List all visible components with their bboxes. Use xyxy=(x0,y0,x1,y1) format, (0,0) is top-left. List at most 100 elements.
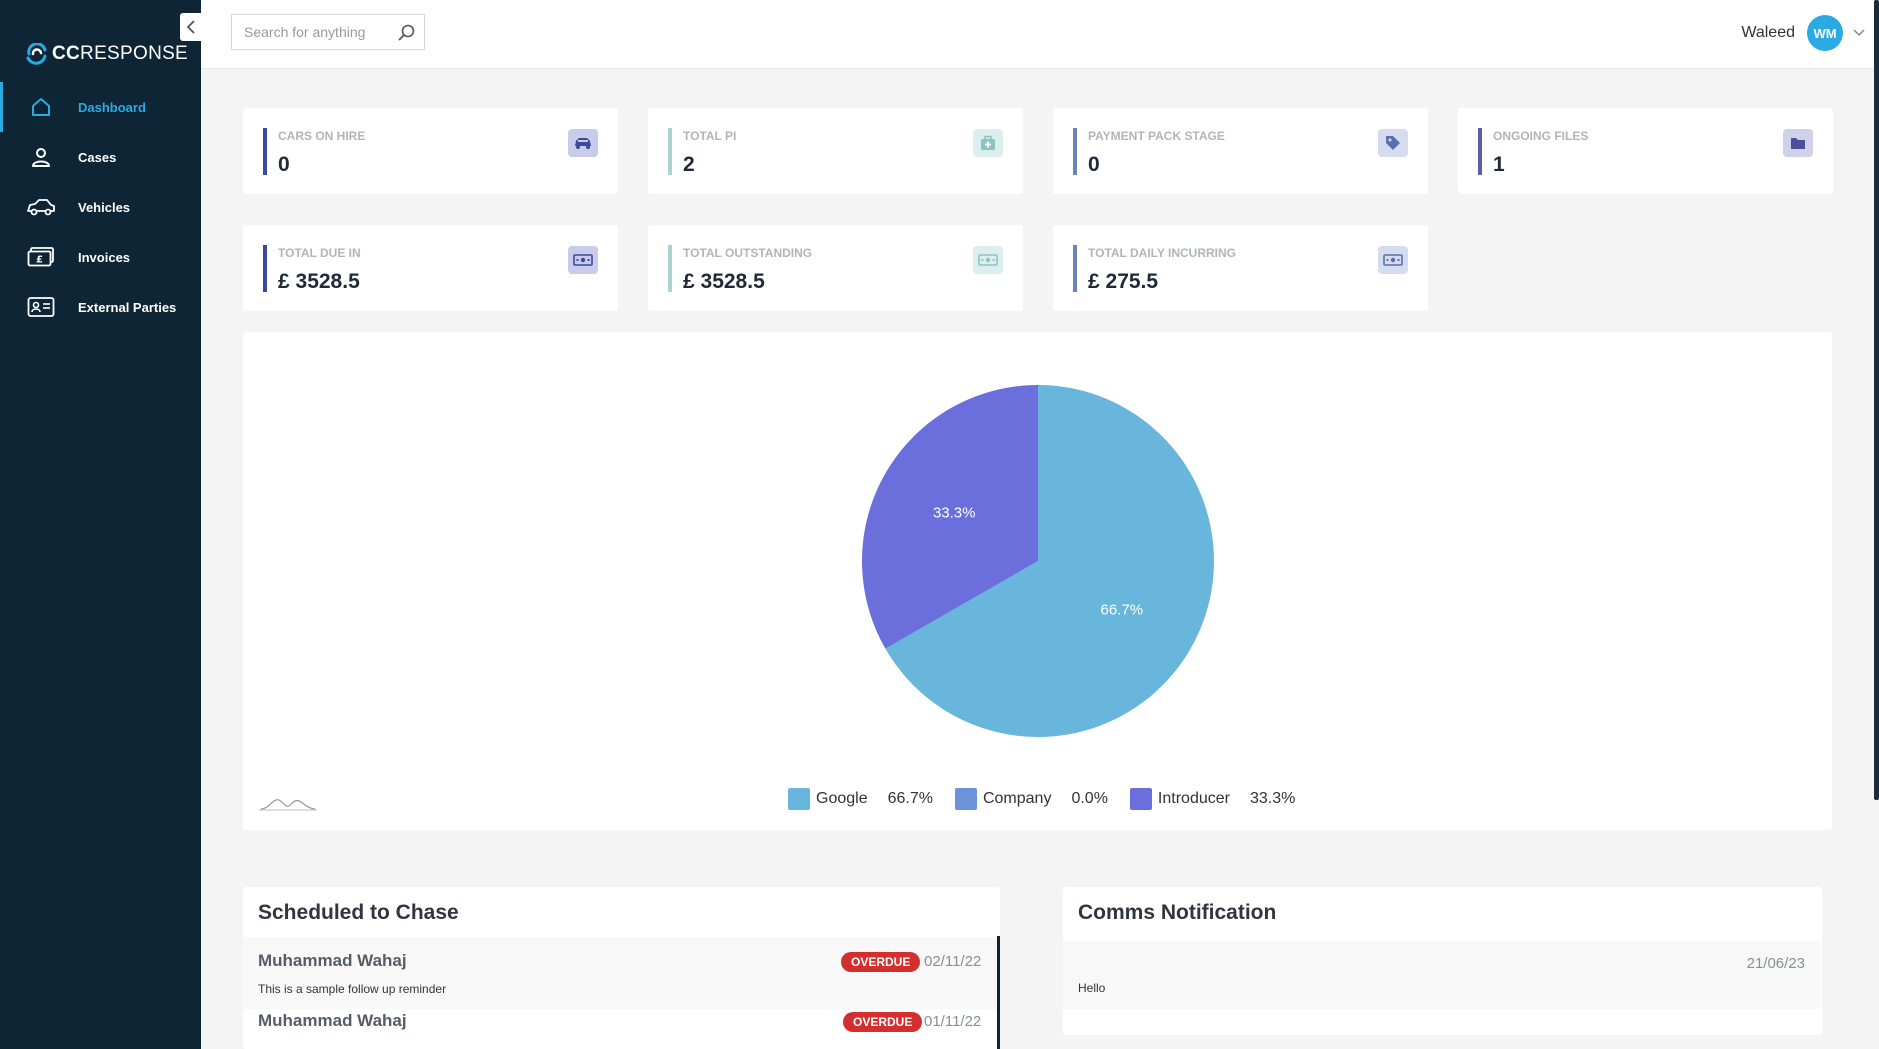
sidebar-item-dashboard[interactable]: Dashboard xyxy=(0,82,201,132)
sidebar-nav: Dashboard Cases Vehicles £ Invoices Exte… xyxy=(0,82,201,332)
legend-value: 33.3% xyxy=(1249,790,1296,807)
stat-card-total-outstanding[interactable]: TOTAL OUTSTANDING £ 3528.5 xyxy=(648,225,1023,311)
status-badge: OVERDUE xyxy=(841,952,921,972)
id-card-icon xyxy=(26,295,56,319)
money-icon xyxy=(568,246,598,274)
chase-item[interactable]: Muhammad Wahaj OVERDUE 01/11/22 xyxy=(243,1011,998,1049)
stat-card-cars-on-hire[interactable]: CARS ON HIRE 0 xyxy=(243,108,618,194)
avatar[interactable]: WM xyxy=(1807,15,1843,51)
source-chart-panel: 66.7% 33.3% Google 66.7% Company 0.0% Int… xyxy=(243,332,1832,830)
stat-label: PAYMENT PACK STAGE xyxy=(1088,129,1225,143)
card-accent-bar xyxy=(263,245,267,292)
chart-legend: Google 66.7% Company 0.0% Introducer 33.… xyxy=(788,788,1317,810)
sidebar-item-label: External Parties xyxy=(78,299,177,315)
card-accent-bar xyxy=(668,128,672,175)
sparkline-icon xyxy=(259,799,317,811)
user-menu[interactable]: Waleed WM xyxy=(1741,15,1865,51)
search-box[interactable] xyxy=(231,14,425,50)
chase-item-name: Muhammad Wahaj xyxy=(258,951,407,970)
sidebar-item-cases[interactable]: Cases xyxy=(0,132,201,182)
stat-card-total-daily-incurring[interactable]: TOTAL DAILY INCURRING £ 275.5 xyxy=(1053,225,1428,311)
logo[interactable]: CCRESPONSE xyxy=(26,43,188,65)
legend-value: 0.0% xyxy=(1071,790,1108,807)
medkit-icon xyxy=(973,129,1003,157)
topbar: Waleed WM xyxy=(201,0,1879,69)
stat-card-total-due-in[interactable]: TOTAL DUE IN £ 3528.5 xyxy=(243,225,618,311)
stat-label: ONGOING FILES xyxy=(1493,129,1589,143)
logo-text: CCRESPONSE xyxy=(52,43,189,64)
tag-icon xyxy=(1378,129,1408,157)
stat-card-payment-pack-stage[interactable]: PAYMENT PACK STAGE 0 xyxy=(1053,108,1428,194)
legend-label: Introducer xyxy=(1157,790,1230,807)
folder-icon xyxy=(1783,129,1813,157)
stat-value: £ 3528.5 xyxy=(278,270,360,293)
sidebar-item-label: Dashboard xyxy=(78,99,146,115)
card-accent-bar xyxy=(1478,128,1482,175)
chase-item-name: Muhammad Wahaj xyxy=(258,1011,407,1030)
page-scrollbar[interactable] xyxy=(1874,0,1879,800)
pie-chart: 66.7% 33.3% xyxy=(862,385,1214,737)
legend-item-google[interactable]: Google 66.7% xyxy=(788,788,933,810)
stat-card-ongoing-files[interactable]: ONGOING FILES 1 xyxy=(1458,108,1833,194)
sidebar-item-invoices[interactable]: £ Invoices xyxy=(0,232,201,282)
search-icon[interactable] xyxy=(396,23,416,43)
sidebar-item-label: Invoices xyxy=(78,249,131,265)
stat-value: 0 xyxy=(278,153,290,176)
user-icon xyxy=(26,145,56,169)
car-icon xyxy=(568,129,598,157)
money-icon xyxy=(1378,246,1408,274)
legend-label: Google xyxy=(816,790,868,807)
money-icon xyxy=(973,246,1003,274)
card-accent-bar xyxy=(1073,245,1077,292)
chevron-left-icon xyxy=(186,20,195,34)
stat-value: £ 3528.5 xyxy=(683,270,765,293)
chevron-down-icon[interactable] xyxy=(1853,29,1865,37)
pie-data-label: 66.7% xyxy=(1101,601,1144,618)
chase-item[interactable]: Muhammad Wahaj OVERDUE 02/11/22 This is … xyxy=(243,937,998,1009)
sidebar-item-vehicles[interactable]: Vehicles xyxy=(0,182,201,232)
chase-item-date: 01/11/22 xyxy=(924,1013,982,1030)
sidebar-item-external-parties[interactable]: External Parties xyxy=(0,282,201,332)
search-input[interactable] xyxy=(242,23,396,41)
stat-label: TOTAL DAILY INCURRING xyxy=(1088,246,1237,260)
pie-slice-introducer[interactable] xyxy=(862,385,1038,649)
card-accent-bar xyxy=(263,128,267,175)
card-accent-bar xyxy=(668,245,672,292)
stat-value: 2 xyxy=(683,153,695,176)
svg-text:£: £ xyxy=(36,255,43,266)
user-name: Waleed xyxy=(1741,24,1795,41)
stat-label: TOTAL PI xyxy=(683,129,737,143)
money-icon: £ xyxy=(26,245,56,269)
panel-title: Comms Notification xyxy=(1078,901,1277,924)
stat-value: 0 xyxy=(1088,153,1100,176)
card-accent-bar xyxy=(1073,128,1077,175)
legend-value: 66.7% xyxy=(887,790,933,807)
sidebar: CCRESPONSE Dashboard Cases Vehicles £ In… xyxy=(0,0,201,1049)
status-badge: OVERDUE xyxy=(843,1012,923,1032)
legend-swatch xyxy=(788,788,810,810)
legend-swatch xyxy=(1129,788,1152,810)
comms-item-text: Hello xyxy=(1078,981,1106,995)
chase-item-note: This is a sample follow up reminder xyxy=(258,982,447,996)
sidebar-item-label: Cases xyxy=(78,149,117,165)
stat-label: CARS ON HIRE xyxy=(278,129,366,143)
logo-icon xyxy=(26,43,47,65)
home-icon xyxy=(26,95,56,119)
pie-data-label: 33.3% xyxy=(933,505,976,522)
car-icon xyxy=(26,195,56,219)
sidebar-item-label: Vehicles xyxy=(78,199,131,215)
sidebar-collapse-button[interactable] xyxy=(180,13,202,41)
chase-item-date: 02/11/22 xyxy=(924,953,982,970)
comms-notification-panel: Comms Notification 21/06/23 Hello xyxy=(1063,887,1822,1035)
legend-swatch xyxy=(954,788,977,810)
stat-label: TOTAL OUTSTANDING xyxy=(683,246,813,260)
legend-item-company[interactable]: Company 0.0% xyxy=(954,788,1108,810)
legend-label: Company xyxy=(982,790,1052,807)
legend-item-introducer[interactable]: Introducer 33.3% xyxy=(1129,788,1296,810)
comms-item-date: 21/06/23 xyxy=(1746,955,1805,972)
pie-slice-google[interactable] xyxy=(885,385,1214,737)
comms-item[interactable]: 21/06/23 Hello xyxy=(1063,941,1820,1009)
chase-scrollbar[interactable] xyxy=(997,936,1000,1049)
stat-card-total-pi[interactable]: TOTAL PI 2 xyxy=(648,108,1023,194)
panel-title: Scheduled to Chase xyxy=(258,901,459,924)
